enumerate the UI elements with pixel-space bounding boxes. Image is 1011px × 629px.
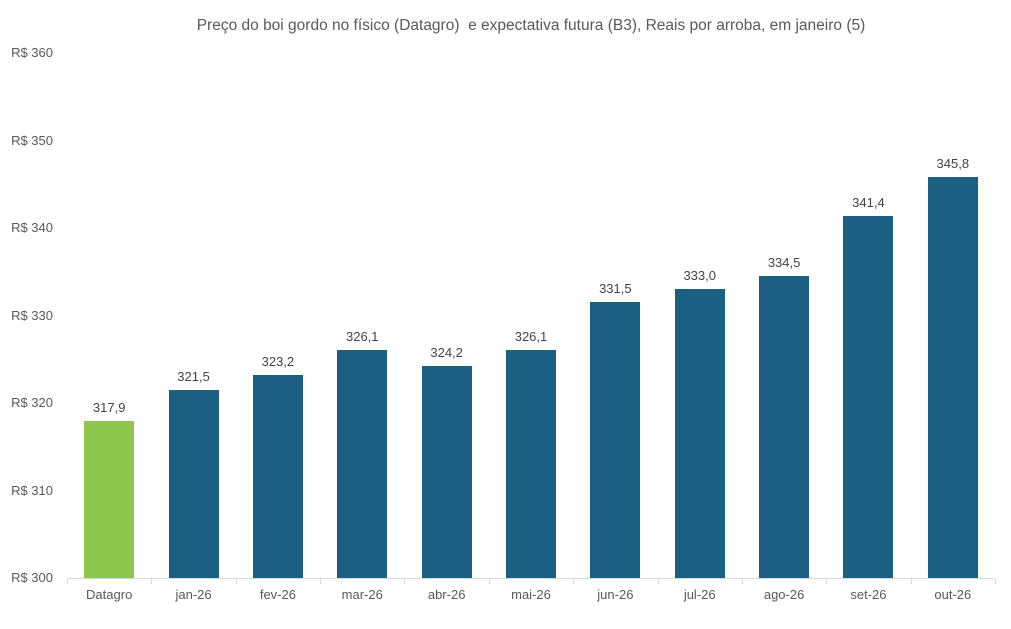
y-tick-label: R$ 310 xyxy=(11,482,53,498)
x-axis-tick-mark xyxy=(910,579,912,584)
bar-value-label: 326,1 xyxy=(514,328,548,344)
x-tick-label: mai-26 xyxy=(511,587,551,602)
y-tick-label: R$ 350 xyxy=(11,132,53,148)
bar xyxy=(843,215,894,578)
x-axis-tick-mark xyxy=(995,579,996,584)
x-tick-label: jun-26 xyxy=(597,587,634,602)
x-axis-tick-mark xyxy=(320,579,322,584)
y-tick-label: R$ 320 xyxy=(11,395,53,410)
x-axis-tick-mark xyxy=(488,579,490,584)
x-axis-tick-mark xyxy=(741,579,743,584)
bar xyxy=(506,349,556,578)
x-tick-label: fev-26 xyxy=(259,587,296,602)
bar-value-label: 334,5 xyxy=(767,255,801,271)
x-axis-tick-mark xyxy=(151,579,153,584)
bar-value-label: 317,9 xyxy=(92,400,126,416)
x-axis-tick-mark xyxy=(67,579,68,584)
bar-value-label: 333,0 xyxy=(683,268,716,284)
x-axis-tick-mark xyxy=(573,579,575,584)
bar-value-label: 321,5 xyxy=(177,368,210,384)
bar xyxy=(927,177,978,578)
y-tick-label: R$ 330 xyxy=(11,307,53,323)
x-tick-label: jan-26 xyxy=(175,587,212,602)
bar-value-label: 324,2 xyxy=(430,345,463,361)
bar xyxy=(674,289,725,578)
x-axis-tick-mark xyxy=(657,579,659,584)
x-axis-tick-mark xyxy=(826,579,828,584)
y-tick-label: R$ 340 xyxy=(11,220,53,235)
x-tick-label: jul-26 xyxy=(683,587,716,602)
bar xyxy=(168,389,219,578)
bar-value-label: 331,5 xyxy=(599,281,632,297)
x-tick-label: out-26 xyxy=(934,587,972,602)
bar xyxy=(252,375,303,578)
chart-title: Preço do boi gordo no físico (Datagro) e… xyxy=(196,17,866,34)
x-axis-line xyxy=(67,578,995,579)
bar-value-label: 345,8 xyxy=(936,156,970,172)
x-tick-label: set-26 xyxy=(850,587,887,602)
x-tick-label: ago-26 xyxy=(763,587,805,602)
x-axis-tick-mark xyxy=(404,579,406,584)
x-axis-tick-mark xyxy=(235,579,237,584)
y-tick-label: R$ 300 xyxy=(11,570,53,585)
y-tick-label: R$ 360 xyxy=(11,45,53,60)
bar-value-label: 341,4 xyxy=(852,194,885,210)
bar xyxy=(84,421,135,578)
bar-value-label: 326,1 xyxy=(345,328,379,344)
bar-value-label: 323,2 xyxy=(261,354,295,369)
bar xyxy=(759,276,810,578)
x-tick-label: mar-26 xyxy=(341,587,383,602)
x-tick-label: abr-26 xyxy=(427,587,466,602)
bar xyxy=(590,302,641,578)
bar xyxy=(421,366,472,578)
x-tick-label: Datagro xyxy=(86,587,133,602)
bar xyxy=(337,349,388,578)
